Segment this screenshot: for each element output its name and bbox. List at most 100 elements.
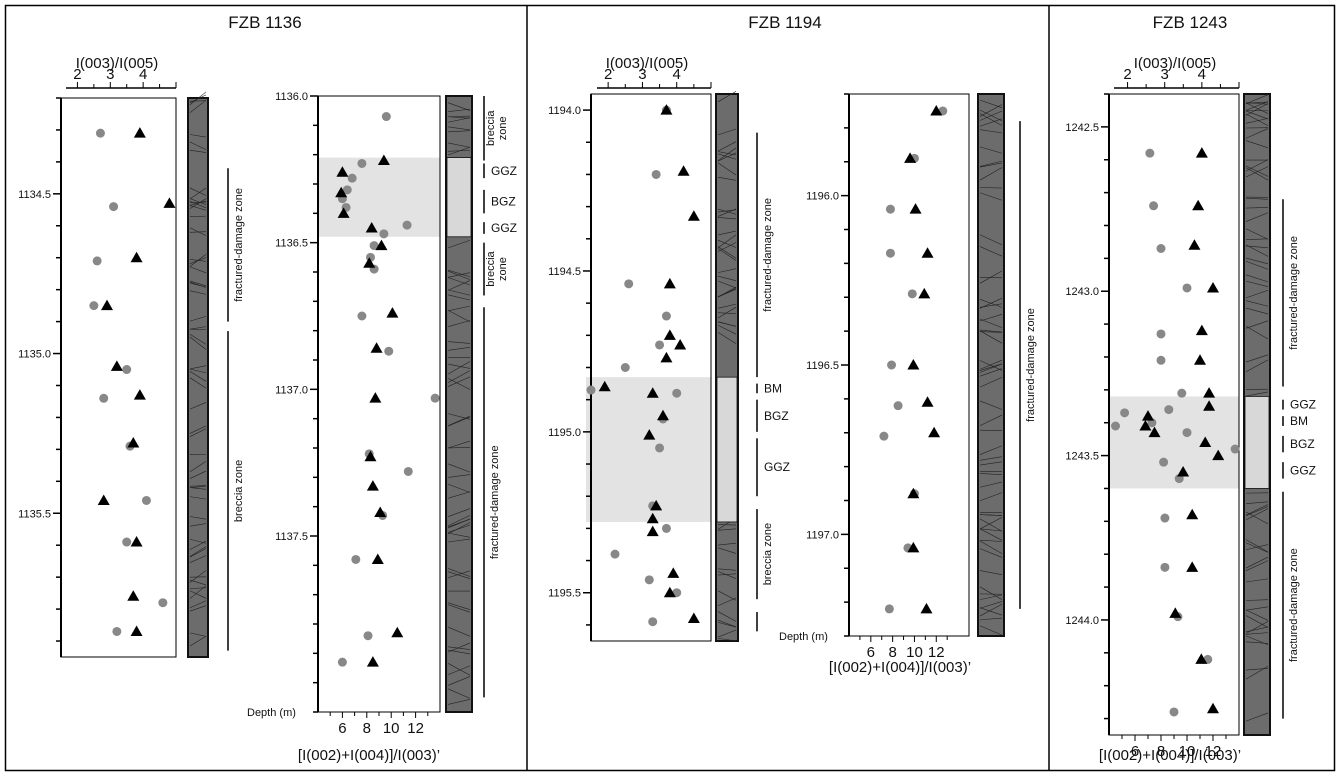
fracture-line xyxy=(189,187,207,196)
fracture-line xyxy=(447,363,471,369)
data-point-circle xyxy=(430,393,440,403)
annotation-label: GGZ xyxy=(1290,463,1316,477)
fracture-line xyxy=(717,268,737,273)
fracture-line xyxy=(447,571,471,579)
fracture-line xyxy=(189,587,207,589)
fracture-line xyxy=(979,548,1003,558)
fracture-line xyxy=(979,167,1003,181)
data-point-circle xyxy=(885,204,895,214)
data-point-circle xyxy=(655,340,665,350)
fracture-line xyxy=(717,176,737,181)
annotation-label: BM xyxy=(1290,414,1308,428)
fracture-line xyxy=(189,187,207,200)
data-point-triangle xyxy=(1203,400,1216,411)
plot-box xyxy=(590,93,712,642)
data-point-triangle xyxy=(660,351,673,363)
lithology-column xyxy=(445,95,473,713)
data-point-circle xyxy=(141,495,151,505)
data-point-circle xyxy=(95,128,105,138)
fracture-line xyxy=(979,360,1003,371)
fracture-line xyxy=(717,542,737,546)
fracture-line xyxy=(979,246,1003,257)
fracture-line xyxy=(979,129,1003,134)
data-point-triangle xyxy=(1177,466,1190,477)
data-point-triangle xyxy=(663,586,676,598)
fracture-line xyxy=(447,320,471,327)
data-point-triangle xyxy=(371,553,384,564)
fracture-line xyxy=(447,294,471,301)
fracture-line xyxy=(979,330,1003,344)
fracture-line xyxy=(189,590,207,599)
data-point-circle xyxy=(1120,408,1130,418)
gouge-interval xyxy=(1244,396,1270,489)
data-point-triangle xyxy=(921,247,934,258)
fracture-line xyxy=(717,141,737,152)
fracture-line xyxy=(1245,556,1269,569)
fracture-line xyxy=(717,151,737,156)
x-tick-label-bottom: 6 xyxy=(1131,743,1139,760)
data-point-circle xyxy=(1156,355,1166,365)
data-point-triangle xyxy=(1139,420,1152,431)
x-tick-label-top: 4 xyxy=(673,66,681,83)
depth-tick-label: 1243.5 xyxy=(1065,451,1099,463)
fracture-line xyxy=(979,363,1003,373)
fracture-line xyxy=(717,128,737,136)
fracture-line xyxy=(717,303,737,309)
fracture-line xyxy=(189,428,207,437)
data-point-circle xyxy=(403,466,413,476)
depth-tick-label: 1195.0 xyxy=(548,427,581,439)
fracture-line xyxy=(717,524,737,526)
fracture-line xyxy=(189,257,207,264)
fracture-line xyxy=(447,440,471,449)
fracture-line xyxy=(979,363,1003,371)
data-point-triangle xyxy=(930,104,943,116)
fracture-line xyxy=(979,297,1003,309)
fracture-line xyxy=(189,523,207,527)
fracture-line xyxy=(447,663,471,676)
data-point-circle xyxy=(586,385,596,395)
fracture-line xyxy=(979,603,1003,617)
data-point-triangle xyxy=(646,512,659,524)
data-point-circle xyxy=(1145,148,1155,158)
fracture-line xyxy=(1245,101,1269,111)
data-point-circle xyxy=(887,360,897,370)
fracture-line xyxy=(717,91,737,103)
fracture-line xyxy=(1245,325,1269,340)
data-point-circle xyxy=(342,185,352,195)
fracture-line xyxy=(979,99,1003,108)
panel-fzb-1194: 1194.0 1194.5 1195.0 1195.5 2 3 4 fractured-dam… xyxy=(548,66,1037,661)
fracture-line xyxy=(1245,257,1269,265)
data-point-circle xyxy=(1149,201,1159,211)
annotation-label: BM xyxy=(764,381,782,395)
x-axis-title-top-1136: I(003)/I(005) xyxy=(76,55,159,72)
lithology-column xyxy=(715,91,739,642)
fracture-line xyxy=(717,590,737,601)
fracture-line xyxy=(447,538,471,543)
fracture-line xyxy=(189,600,207,609)
data-point-triangle xyxy=(133,127,146,138)
data-point-triangle xyxy=(920,602,933,614)
data-point-triangle xyxy=(907,541,920,553)
fracture-line xyxy=(189,538,207,544)
fracture-line xyxy=(189,402,207,410)
fracture-line xyxy=(189,141,207,150)
data-point-circle xyxy=(884,604,894,614)
fracture-line xyxy=(1245,544,1269,551)
data-point-circle xyxy=(624,279,634,289)
annotation-label: GGZ xyxy=(764,460,790,474)
fracture-line xyxy=(979,376,1003,388)
fracture-line xyxy=(979,456,1003,461)
fracture-line xyxy=(447,474,471,478)
fracture-line xyxy=(1245,140,1269,149)
fracture-line xyxy=(447,508,471,517)
depth-tick-label: 1137.0 xyxy=(275,384,308,396)
data-point-circle xyxy=(620,363,630,372)
fracture-line xyxy=(1245,167,1269,181)
fracture-line xyxy=(189,487,207,490)
fracture-line xyxy=(717,230,737,236)
x-tick-label-top: 3 xyxy=(106,66,114,83)
data-point-circle xyxy=(381,112,391,122)
fracture-line xyxy=(447,361,471,375)
data-point-triangle xyxy=(667,567,680,578)
data-point-triangle xyxy=(657,409,669,421)
